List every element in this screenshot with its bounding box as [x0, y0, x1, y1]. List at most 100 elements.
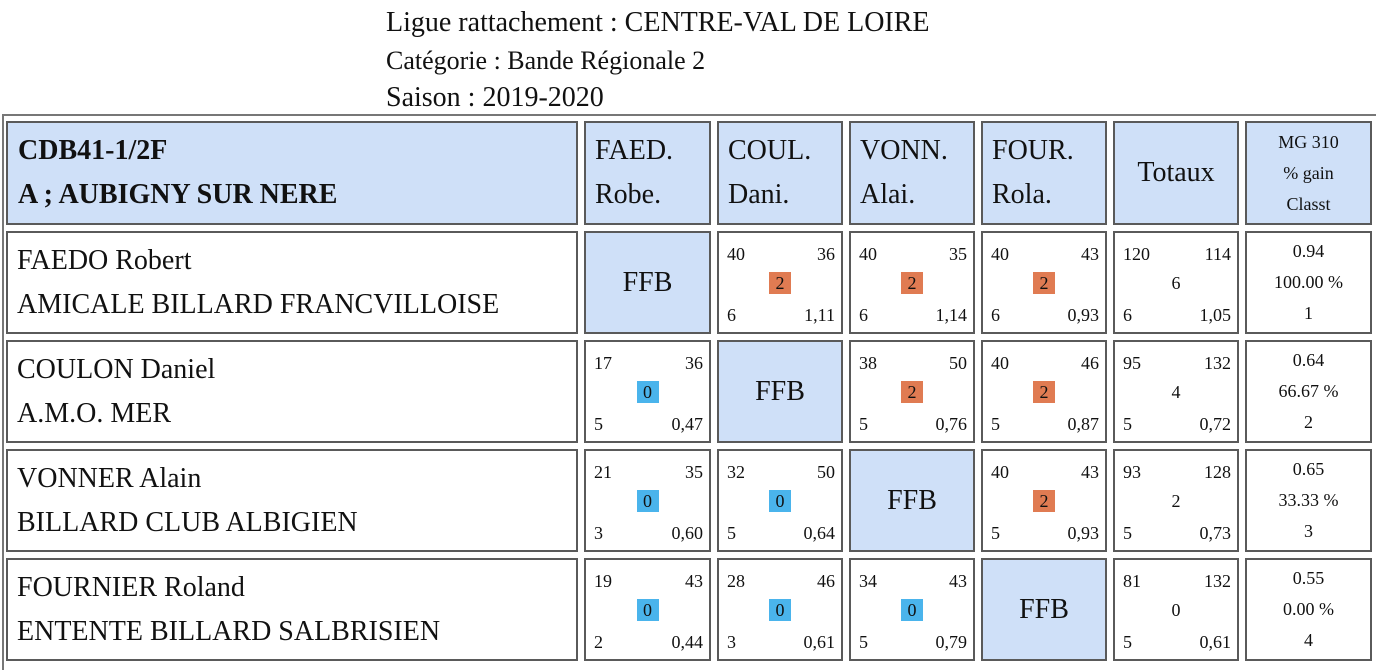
totals-value-tr: 114	[1204, 244, 1231, 264]
match-points-badge: 0	[636, 489, 659, 512]
category-line: Catégorie : Bande Régionale 2	[386, 45, 706, 75]
match-points-badge: 2	[901, 380, 923, 403]
player-cell: FAEDO Robert AMICALE BILLARD FRANCVILLOIS…	[6, 231, 578, 334]
gain-percent: 100.00 %	[1274, 272, 1343, 292]
self-match-cell: FFB	[584, 231, 711, 334]
match-result-cell: 28 46 0 3 0,61	[717, 558, 843, 661]
team-name: A ; AUBIGNY SUR NERE	[18, 179, 338, 210]
player-club: A.M.O. MER	[17, 397, 172, 429]
match-value-tr: 36	[685, 353, 703, 373]
match-result-cell: 19 43 0 2 0,44	[584, 558, 711, 661]
match-value-br: 0,76	[935, 414, 968, 434]
mg-header: MG 310 % gain Classt	[1245, 121, 1372, 225]
match-value-tl: 40	[727, 244, 745, 264]
match-result-cell: 40 43 2 6 0,93	[981, 231, 1107, 334]
match-value-tr: 46	[817, 571, 835, 591]
self-match-cell: FFB	[717, 340, 843, 443]
match-value-br: 1,14	[935, 305, 968, 325]
match-result-cell: 32 50 0 5 0,64	[717, 449, 843, 552]
totals-value-bl: 5	[1123, 632, 1132, 652]
mg-value: 0.65	[1292, 459, 1325, 479]
match-value-br: 0,44	[671, 632, 704, 652]
match-value-br: 0,87	[1067, 414, 1100, 434]
rank: 2	[1304, 412, 1313, 432]
header-row: CDB41-1/2F A ; AUBIGNY SUR NERE FAED. Ro…	[6, 121, 1372, 225]
gain-percent: 0.00 %	[1283, 599, 1334, 619]
rank-header-line: Classt	[1286, 193, 1331, 214]
match-value-tl: 32	[727, 462, 745, 482]
gain-percent: 33.33 %	[1278, 490, 1339, 510]
match-value-br: 0,60	[671, 523, 704, 543]
match-value-bl: 2	[594, 632, 603, 652]
col-header-fournier: FOUR. Rola.	[981, 121, 1107, 225]
match-value-tl: 21	[594, 462, 612, 482]
competition-header: Ligue rattachement : CENTRE-VAL DE LOIRE…	[386, 4, 930, 117]
player-cell: COULON Daniel A.M.O. MER	[6, 340, 578, 443]
totals-value-tl: 120	[1123, 244, 1150, 264]
col-header-top: VONN.	[860, 135, 948, 166]
player-name: COULON Daniel	[17, 353, 216, 385]
totals-value-br: 0,73	[1199, 523, 1232, 543]
match-value-bl: 6	[727, 305, 736, 325]
totals-value-tl: 81	[1123, 571, 1141, 591]
match-value-bl: 3	[594, 523, 603, 543]
totals-value-tr: 128	[1204, 462, 1231, 482]
totals-value-br: 0,61	[1199, 632, 1232, 652]
match-value-tr: 43	[1081, 462, 1099, 482]
totals-cell: 120 114 6 6 1,05	[1113, 231, 1239, 334]
player-name: VONNER Alain	[17, 462, 202, 494]
col-header-top: FAED.	[595, 135, 674, 166]
match-value-tl: 40	[859, 244, 877, 264]
player-name: FAEDO Robert	[17, 244, 192, 276]
gain-header-line: % gain	[1283, 162, 1334, 183]
totals-cell: 81 132 0 5 0,61	[1113, 558, 1239, 661]
match-value-tr: 36	[817, 244, 835, 264]
mg-value: 0.94	[1292, 241, 1325, 261]
match-result-cell: 38 50 2 5 0,76	[849, 340, 975, 443]
mg-value: 0.64	[1292, 350, 1325, 370]
match-value-tr: 35	[949, 244, 967, 264]
match-value-bl: 5	[594, 414, 603, 434]
player-row: VONNER Alain BILLARD CLUB ALBIGIEN 21 3 5 0 3 0…	[6, 449, 1372, 552]
match-value-tr: 43	[685, 571, 703, 591]
match-value-br: 0,64	[803, 523, 836, 543]
match-value-tr: 50	[817, 462, 835, 482]
player-name: FOURNIER Roland	[17, 571, 245, 603]
totals-cell: 93 128 2 5 0,73	[1113, 449, 1239, 552]
totals-value-bl: 5	[1123, 414, 1132, 434]
match-result-cell: 40 35 2 6 1,14	[849, 231, 975, 334]
totals-value-mid: 0	[1171, 599, 1181, 620]
match-value-tr: 43	[1081, 244, 1099, 264]
totals-value-mid: 4	[1171, 381, 1181, 402]
match-points-badge: 0	[636, 380, 659, 403]
match-value-tr: 43	[949, 571, 967, 591]
match-points-badge: 2	[769, 271, 791, 294]
player-club: ENTENTE BILLARD SALBRISIEN	[17, 615, 441, 647]
mg-value: 0.55	[1292, 568, 1325, 588]
ranking-cell: 0.94 100.00 % 1	[1245, 231, 1372, 334]
match-value-tl: 38	[859, 353, 877, 373]
match-result-cell: 40 43 2 5 0,93	[981, 449, 1107, 552]
season-line: Saison : 2019-2020	[386, 82, 604, 113]
match-result-cell: 40 46 2 5 0,87	[981, 340, 1107, 443]
player-row: COULON Daniel A.M.O. MER 17 36 0 5 0,47 FFB 38 50…	[6, 340, 1372, 443]
results-table: CDB41-1/2F A ; AUBIGNY SUR NERE FAED. Ro…	[0, 115, 1376, 667]
match-value-bl: 3	[727, 632, 736, 652]
player-club: BILLARD CLUB ALBIGIEN	[17, 506, 358, 538]
match-value-bl: 6	[859, 305, 868, 325]
results-frame	[2, 114, 1376, 670]
match-value-bl: 6	[991, 305, 1000, 325]
col-header-bottom: Alai.	[860, 179, 916, 210]
col-header-bottom: Dani.	[728, 179, 790, 210]
player-cell: VONNER Alain BILLARD CLUB ALBIGIEN	[6, 449, 578, 552]
player-cell: FOURNIER Roland ENTENTE BILLARD SALBRISIE…	[6, 558, 578, 661]
match-value-tr: 46	[1081, 353, 1099, 373]
self-match-cell: FFB	[849, 449, 975, 552]
match-value-tl: 40	[991, 462, 1009, 482]
totals-cell: 95 132 4 5 0,72	[1113, 340, 1239, 443]
match-points-badge: 0	[901, 598, 923, 621]
match-result-cell: 40 36 2 6 1,11	[717, 231, 843, 334]
rank: 3	[1304, 521, 1313, 541]
match-value-br: 1,11	[804, 305, 835, 325]
match-value-tl: 34	[859, 571, 877, 591]
